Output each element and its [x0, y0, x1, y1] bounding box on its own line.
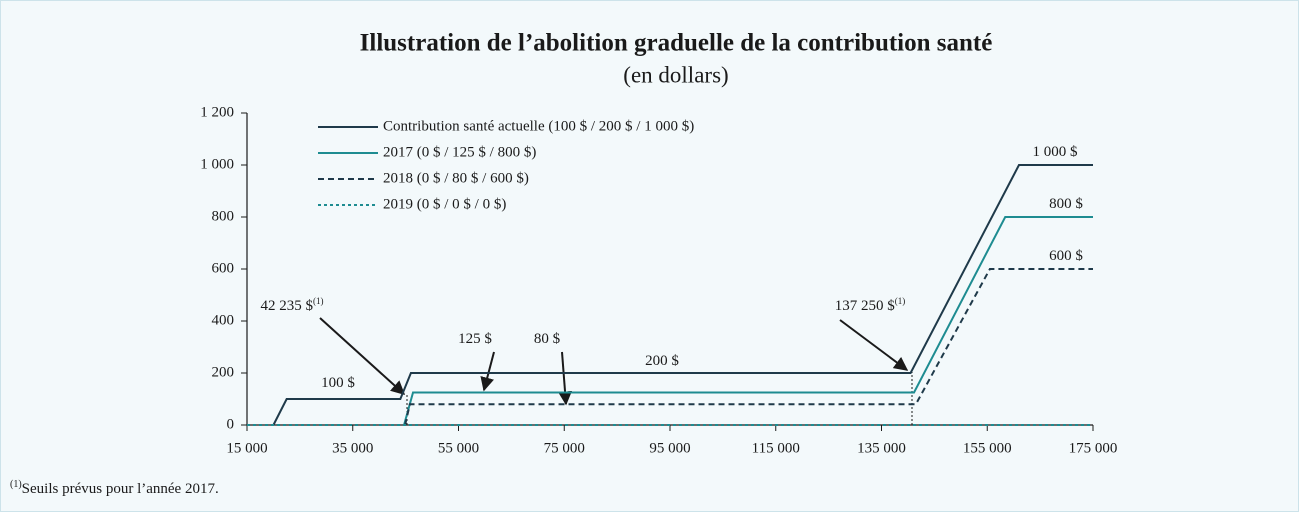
arrow	[839, 319, 909, 371]
annotation: 125 $	[458, 331, 492, 347]
annotation: 800 $	[1049, 196, 1083, 212]
annotation-sup: (1)	[313, 296, 324, 306]
x-tick-label: 55 000	[438, 440, 479, 456]
chart-subtitle: (en dollars)	[623, 62, 728, 87]
x-tick-label: 95 000	[649, 440, 690, 456]
annotation-text: 125 $	[458, 331, 492, 347]
annotation: 80 $	[534, 331, 561, 347]
y-tick-label: 400	[212, 312, 235, 328]
annotation: 100 $	[321, 375, 355, 391]
x-tick-label: 35 000	[332, 440, 373, 456]
x-tick-label: 135 000	[857, 440, 906, 456]
x-tick-label: 155 000	[963, 440, 1012, 456]
legend-label: 2018 (0 $ / 80 $ / 600 $)	[383, 170, 529, 186]
annotation-sup: (1)	[895, 296, 906, 306]
y-tick-label: 200	[212, 364, 235, 380]
annotation: 1 000 $	[1033, 144, 1079, 160]
y-tick-label: 600	[212, 260, 235, 276]
legend-label: 2019 (0 $ / 0 $ / 0 $)	[383, 196, 506, 212]
annotation-text: 600 $	[1049, 248, 1083, 264]
x-tick-label: 115 000	[752, 440, 800, 456]
annotation-text: 1 000 $	[1033, 144, 1079, 160]
x-tick-label: 75 000	[544, 440, 585, 456]
footnote-text: Seuils prévus pour l’année 2017.	[22, 481, 219, 497]
footnote-sup: (1)	[10, 479, 22, 490]
arrows	[319, 317, 909, 406]
annotation-text: 137 250 $	[835, 298, 896, 314]
y-tick-label: 1 000	[200, 156, 234, 172]
annotation-text: 100 $	[321, 375, 355, 391]
y-tick-label: 1 200	[200, 104, 234, 120]
y-tick-label: 800	[212, 208, 235, 224]
footnote: (1)Seuils prévus pour l’année 2017.	[10, 479, 219, 497]
annotation-text: 200 $	[645, 353, 679, 369]
series-line	[404, 268, 1093, 426]
x-tick-label: 15 000	[226, 440, 267, 456]
arrow	[558, 351, 573, 406]
y-tick-label: 0	[227, 416, 235, 432]
annotation-text: 800 $	[1049, 196, 1083, 212]
legend-label: Contribution santé actuelle (100 $ / 200…	[383, 118, 694, 134]
annotation-text: 42 235 $	[261, 298, 314, 314]
arrow	[319, 317, 406, 395]
chart-title: Illustration de l’abolition graduelle de…	[360, 30, 993, 57]
annotation: 137 250 $(1)	[835, 296, 906, 314]
legend-label: 2017 (0 $ / 125 $ / 800 $)	[383, 144, 536, 160]
x-tick-label: 175 000	[1069, 440, 1118, 456]
annotation: 42 235 $(1)	[261, 296, 324, 314]
annotation-text: 80 $	[534, 331, 561, 347]
annotation: 600 $	[1049, 248, 1083, 264]
annotation: 200 $	[645, 353, 679, 369]
arrow	[480, 351, 495, 392]
series-line	[272, 164, 1093, 426]
